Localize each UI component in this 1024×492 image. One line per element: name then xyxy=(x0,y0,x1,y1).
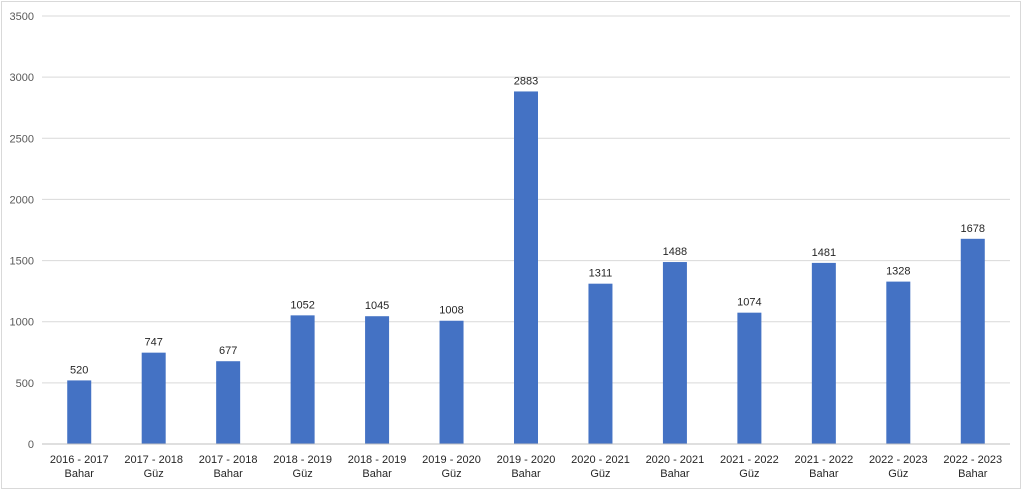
bar xyxy=(886,281,911,444)
bar xyxy=(439,320,464,444)
y-tick-label: 3000 xyxy=(10,72,34,84)
x-tick-label-year: 2021 - 2022 xyxy=(720,454,779,466)
data-label: 1052 xyxy=(290,299,314,311)
x-tick-label-term: Bahar xyxy=(511,468,541,480)
x-tick-label-year: 2018 - 2019 xyxy=(273,454,332,466)
x-tick-label-year: 2019 - 2020 xyxy=(497,454,556,466)
bar xyxy=(216,361,241,444)
bar xyxy=(141,352,166,444)
x-tick-label-term: Bahar xyxy=(958,468,988,480)
x-tick-label-year: 2017 - 2018 xyxy=(124,454,183,466)
bar xyxy=(960,238,985,444)
bar xyxy=(67,380,92,444)
bar xyxy=(514,91,538,444)
x-tick-label-term: Güz xyxy=(888,468,908,480)
bar xyxy=(737,312,762,444)
data-label: 1488 xyxy=(663,246,687,258)
bar xyxy=(662,262,687,444)
x-tick-label-year: 2016 - 2017 xyxy=(50,454,109,466)
data-label: 1328 xyxy=(886,266,910,278)
x-tick-label-year: 2018 - 2019 xyxy=(348,454,407,466)
x-tick-label-term: Güz xyxy=(739,468,759,480)
bar xyxy=(811,262,836,444)
x-tick-label-year: 2019 - 2020 xyxy=(422,454,481,466)
x-tick-label-term: Güz xyxy=(441,468,461,480)
data-labels: 520 747 677 1052 1045 1008 2883 1311 1488 1074 148… xyxy=(70,75,985,376)
x-tick-label-term: Bahar xyxy=(660,468,690,480)
y-tick-label: 2500 xyxy=(10,133,34,145)
x-tick-label-term: Bahar xyxy=(65,468,95,480)
x-tick-label-term: Güz xyxy=(293,468,313,480)
x-tick-label-year: 2020 - 2021 xyxy=(646,454,705,466)
y-tick-label: 1500 xyxy=(10,256,34,268)
x-tick-label-term: Bahar xyxy=(362,468,392,480)
x-tick-label-year: 2022 - 2023 xyxy=(943,454,1002,466)
x-tick-label-year: 2017 - 2018 xyxy=(199,454,258,466)
x-tick-label-term: Güz xyxy=(590,468,610,480)
data-label: 1008 xyxy=(439,305,463,317)
y-tick-label: 500 xyxy=(16,378,34,390)
data-label: 520 xyxy=(70,364,88,376)
data-label: 1678 xyxy=(961,223,985,235)
data-label: 2883 xyxy=(514,75,538,87)
data-label: 1311 xyxy=(589,268,613,280)
y-axis: 0 500 1000 1500 2000 2500 3000 3500 xyxy=(10,11,34,451)
y-tick-label: 3500 xyxy=(10,11,34,23)
bar xyxy=(290,315,315,444)
bar xyxy=(365,316,390,444)
y-tick-label: 1000 xyxy=(10,317,34,329)
bar xyxy=(588,283,613,444)
x-tick-label-term: Bahar xyxy=(213,468,243,480)
x-tick-label-term: Bahar xyxy=(809,468,839,480)
data-label: 677 xyxy=(219,345,237,357)
data-label: 1045 xyxy=(365,300,389,312)
x-tick-label-year: 2020 - 2021 xyxy=(571,454,630,466)
data-label: 1481 xyxy=(812,247,836,259)
y-tick-label: 0 xyxy=(28,439,34,451)
x-tick-label-year: 2022 - 2023 xyxy=(869,454,928,466)
x-tick-label-year: 2021 - 2022 xyxy=(794,454,853,466)
bars xyxy=(67,91,985,444)
data-label: 747 xyxy=(145,337,163,349)
x-tick-label-term: Güz xyxy=(144,468,164,480)
x-axis: 2016 - 2017 Bahar 2017 - 2018 Güz 2017 - 201… xyxy=(42,443,1010,480)
data-label: 1074 xyxy=(737,297,761,309)
y-tick-label: 2000 xyxy=(10,194,34,206)
